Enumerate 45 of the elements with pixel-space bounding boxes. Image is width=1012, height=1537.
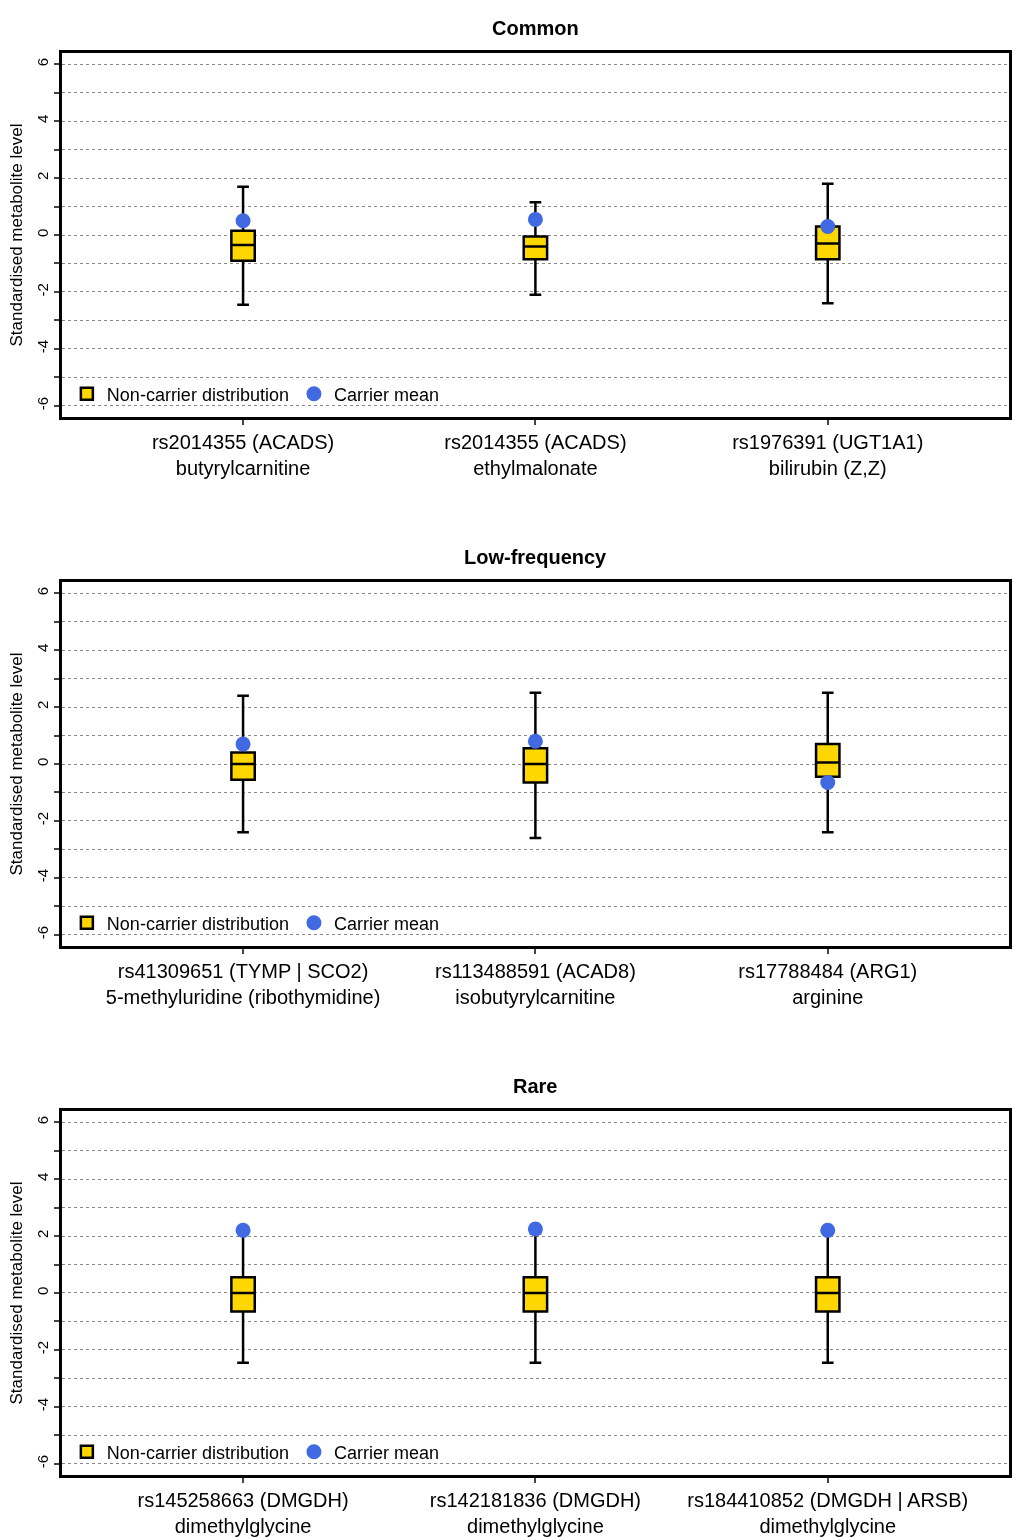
legend-label: Carrier mean [333,1442,439,1463]
y-tick-label: 4 [34,1172,52,1182]
y-tick-label: -6 [34,396,52,411]
y-tick-label: -2 [34,1340,52,1355]
y-tick-label: -4 [34,1397,52,1412]
y-tick-label: 2 [34,1229,52,1238]
chart-title: Rare [513,1075,558,1097]
y-tick-label: -4 [34,868,52,883]
y-axis-title: Standardised metabolite level [6,123,26,347]
x-tick-label: rs41309651 (TYMP | SCO2) 5-methyluridine (ribothymidine) [105,959,381,1008]
x-tick-label: rs145258663 (DMGDH) dimethylglycine [137,1488,349,1537]
x-tick-label: rs17788484 (ARG1) arginine [738,959,918,1008]
chart-title: Low-frequency [464,546,608,568]
y-tick-label: 4 [34,114,52,124]
y-axis-title: Standardised metabolite level [6,652,26,876]
y-tick-label: -2 [34,283,52,297]
y-tick-label: 6 [34,586,52,596]
y-tick-label: 6 [34,57,52,67]
y-tick-label: 6 [34,1115,52,1125]
point [820,775,836,790]
x-tick-label: rs1976391 (UGT1A1) bilirubin (Z,Z) [732,430,924,479]
point [527,733,543,749]
legend-label: Carrier mean [333,913,439,934]
y-tick-label: 2 [34,700,52,709]
x-tick-label: rs2014355 (ACADS) ethylmalonate [444,430,627,479]
x-tick-label: rs113488591 (ACAD8) isobutyrylcarnitine [434,959,636,1008]
x-tick-label: rs142181836 (DMGDH) dimethylglycine [429,1488,642,1537]
legend-label: Non-carrier distribution [106,1442,289,1463]
x-tick-label: rs184410852 (DMGDH | ARSB) dimethylglycine [687,1488,969,1537]
y-tick-label: -2 [34,812,52,826]
legend-label: Non-carrier distribution [106,913,289,934]
x-tick-label: rs2014355 (ACADS) butyrylcarnitine [151,430,335,479]
point [235,736,251,752]
legend-label: Carrier mean [333,384,439,405]
y-tick-label: 4 [34,643,52,653]
legend-label: Non-carrier distribution [106,384,289,405]
y-tick-label: 0 [34,228,52,237]
y-tick-label: -6 [34,1454,52,1469]
y-tick-label: 0 [34,757,52,766]
y-tick-label: -4 [34,339,52,354]
y-tick-label: 2 [34,171,52,181]
y-axis-title: Standardised metabolite level [6,1181,26,1405]
chart-title: Common [492,17,579,39]
y-tick-label: -6 [34,925,52,940]
y-tick-label: 0 [34,1286,52,1295]
